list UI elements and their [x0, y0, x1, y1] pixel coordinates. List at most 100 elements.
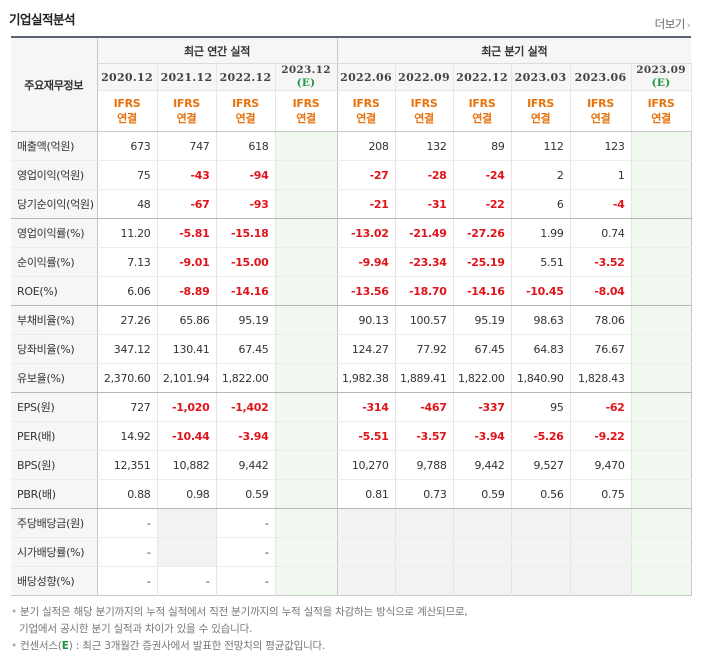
- note-line-3-e: E: [61, 640, 69, 652]
- table-cell: 7.13: [97, 247, 158, 277]
- table-cell: 9,788: [395, 450, 454, 480]
- table-cell: [337, 508, 396, 538]
- table-cell: [570, 537, 632, 567]
- column-date-text: 2021.12: [160, 70, 213, 84]
- row-label: ROE(%): [11, 276, 98, 306]
- table-cell: -: [216, 537, 276, 567]
- table-cell: 98.63: [511, 305, 571, 335]
- table-cell: [631, 566, 692, 596]
- table-cell: 618: [216, 131, 276, 161]
- estimate-mark: (E): [651, 77, 671, 89]
- table-cell: [275, 479, 338, 509]
- table-cell: [631, 363, 692, 393]
- corner-label: 주요재무정보: [11, 37, 98, 132]
- basis-label: 연결: [651, 112, 671, 125]
- table-cell: [570, 508, 632, 538]
- table-cell: -27: [337, 160, 396, 190]
- table-cell: 0.88: [97, 479, 158, 509]
- table-row: 유보율(%) 2,370.60 2,101.94 1,822.00 1,982.38 1,…: [11, 363, 692, 393]
- table-cell: 27.26: [97, 305, 158, 335]
- table-cell: -67: [157, 189, 217, 219]
- table-cell: -: [97, 566, 158, 596]
- table-cell: 100.57: [395, 305, 454, 335]
- table-row: ROE(%) 6.06 -8.89 -14.16 -13.56 -18.70 -14.16-…: [11, 276, 692, 306]
- column-date-text: 2022.12: [219, 70, 272, 84]
- table-cell: 0.73: [395, 479, 454, 509]
- table-cell: [511, 566, 571, 596]
- table-cell: 89: [453, 131, 512, 161]
- table-cell: 67.45: [453, 334, 512, 364]
- more-link[interactable]: 더보기 ›: [654, 16, 691, 32]
- table-cell: -21: [337, 189, 396, 219]
- table-cell: -: [216, 566, 276, 596]
- column-basis: IFRS 연결: [275, 90, 338, 132]
- column-date: 2022.12: [216, 63, 276, 91]
- row-label: 유보율(%): [11, 363, 98, 393]
- table-cell: 75: [97, 160, 158, 190]
- table-cell: [511, 537, 571, 567]
- table-cell: 0.56: [511, 479, 571, 509]
- row-label: 영업이익(억원): [11, 160, 98, 190]
- basis-label: 연결: [296, 112, 316, 125]
- table-cell: [631, 131, 692, 161]
- table-cell: 9,470: [570, 450, 632, 480]
- table-row: 당좌비율(%) 347.12 130.41 67.45 124.27 77.92 67.45…: [11, 334, 692, 364]
- basis-label: 연결: [235, 112, 256, 125]
- table-cell: 6.06: [97, 276, 158, 306]
- table-cell: 0.59: [216, 479, 276, 509]
- footnotes: • 분기 실적은 해당 분기까지의 누적 실적에서 직전 분기까지의 누적 실적을…: [11, 604, 468, 655]
- column-date: 2021.12: [157, 63, 217, 91]
- table-cell: 95.19: [453, 305, 512, 335]
- table-cell: -: [97, 537, 158, 567]
- table-cell: 1: [570, 160, 632, 190]
- basis-label: 연결: [414, 112, 434, 125]
- table-cell: [275, 160, 338, 190]
- estimate-mark: (E): [296, 77, 316, 89]
- table-cell: -8.04: [570, 276, 632, 306]
- basis-label: 연결: [176, 112, 197, 125]
- table-row: 배당성향(%) - - -: [11, 566, 692, 596]
- column-basis: IFRS 연결: [570, 90, 632, 132]
- ifrs-label: IFRS: [468, 97, 496, 110]
- column-date-text: 2023.06: [574, 70, 627, 84]
- row-label: 당좌비율(%): [11, 334, 98, 364]
- table-cell: -8.89: [157, 276, 217, 306]
- row-label: 시가배당률(%): [11, 537, 98, 567]
- note-line-3-suffix: ) : 최근 3개월간 증권사에서 발표한 전망치의 평균값입니다.: [68, 640, 326, 652]
- table-cell: 64.83: [511, 334, 571, 364]
- table-cell: 0.59: [453, 479, 512, 509]
- table-cell: -13.56: [337, 276, 396, 306]
- more-label: 더보기: [654, 17, 686, 31]
- table-cell: 11.20: [97, 218, 158, 248]
- table-cell: [275, 537, 338, 567]
- column-date-text: 2023.09: [636, 64, 686, 76]
- column-basis: IFRS 연결: [97, 90, 158, 132]
- table-cell: -14.16: [453, 276, 512, 306]
- table-cell: [395, 537, 454, 567]
- table-cell: 123: [570, 131, 632, 161]
- table-cell: -15.00: [216, 247, 276, 277]
- table-cell: [631, 247, 692, 277]
- table-cell: [275, 392, 338, 422]
- ifrs-label: IFRS: [113, 97, 141, 110]
- note-line-3-prefix: 컨센서스(: [20, 640, 62, 652]
- table-cell: 2,101.94: [157, 363, 217, 393]
- table-cell: 48: [97, 189, 158, 219]
- table-cell: [157, 537, 217, 567]
- table-cell: [275, 218, 338, 248]
- table-row: 당기순이익(억원) 48 -67 -93 -21 -31 -22 6 -4: [11, 189, 692, 219]
- table-cell: 0.75: [570, 479, 632, 509]
- ifrs-label: IFRS: [410, 97, 438, 110]
- table-cell: [275, 508, 338, 538]
- table-cell: [453, 566, 512, 596]
- table-cell: -43: [157, 160, 217, 190]
- table-cell: 130.41: [157, 334, 217, 364]
- table-cell: [511, 508, 571, 538]
- table-cell: -: [157, 566, 217, 596]
- basis-label: 연결: [356, 112, 376, 125]
- basis-label: 연결: [590, 112, 611, 125]
- table-row: 매출액(억원) 673 747 618 208 132 89 112 123: [11, 131, 692, 161]
- table-cell: 78.06: [570, 305, 632, 335]
- financial-table: 주요재무정보 최근 연간 실적 최근 분기 실적 2020.12 2021.12 2…: [11, 36, 692, 596]
- table-cell: 95: [511, 392, 571, 422]
